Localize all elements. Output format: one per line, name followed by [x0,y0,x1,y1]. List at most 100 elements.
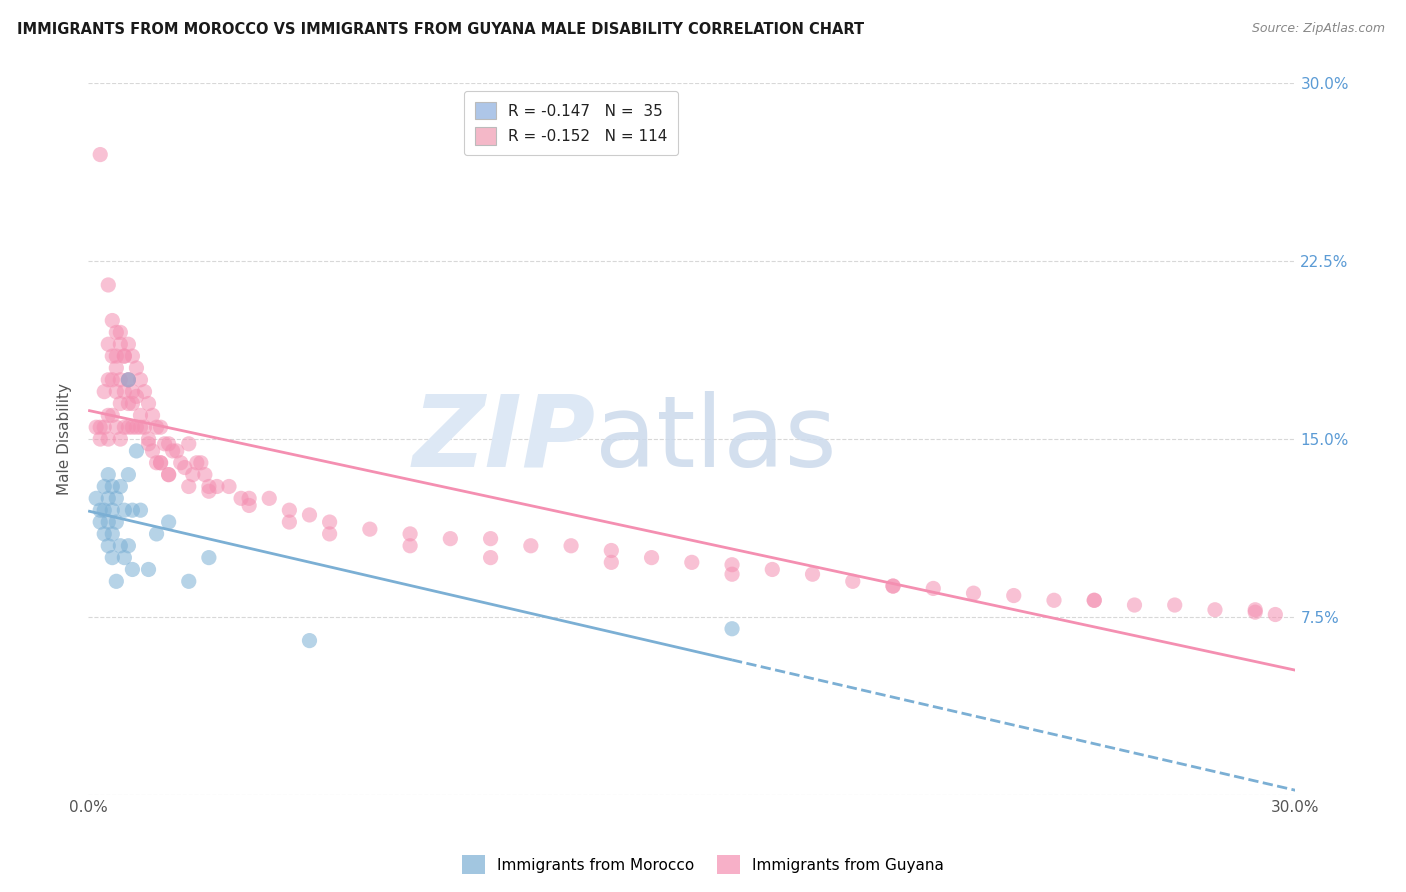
Point [1002,589,1025,603]
Point [298,508,321,522]
Point [105,515,128,529]
Point [439,532,461,546]
Point [101,373,124,387]
Point [721,622,744,636]
Point [238,491,260,506]
Point [97,409,120,423]
Point [138,432,160,446]
Text: Source: ZipAtlas.com: Source: ZipAtlas.com [1251,22,1385,36]
Point [145,420,167,434]
Point [190,456,212,470]
Point [112,420,135,434]
Point [882,579,904,593]
Point [121,349,143,363]
Point [134,384,156,399]
Point [149,456,172,470]
Point [112,384,135,399]
Point [1043,593,1066,607]
Point [84,420,107,434]
Point [110,326,132,340]
Point [721,567,744,582]
Point [238,499,260,513]
Point [560,539,582,553]
Point [105,491,128,506]
Point [157,437,180,451]
Point [181,467,204,482]
Legend: Immigrants from Morocco, Immigrants from Guyana: Immigrants from Morocco, Immigrants from… [456,849,950,880]
Point [157,467,180,482]
Point [89,147,111,161]
Point [117,396,139,410]
Point [157,467,180,482]
Point [101,479,124,493]
Point [278,515,301,529]
Point [138,396,160,410]
Point [117,420,139,434]
Point [1083,593,1105,607]
Point [229,491,252,506]
Point [110,373,132,387]
Point [97,277,120,292]
Point [141,409,163,423]
Point [89,515,111,529]
Point [110,432,132,446]
Point [922,582,945,596]
Point [1164,598,1187,612]
Point [1204,603,1226,617]
Point [218,479,240,493]
Point [93,384,115,399]
Point [121,562,143,576]
Point [105,349,128,363]
Point [125,389,148,403]
Point [117,467,139,482]
Point [97,432,120,446]
Point [145,456,167,470]
Y-axis label: Male Disability: Male Disability [58,383,72,495]
Point [117,337,139,351]
Point [112,503,135,517]
Point [129,503,152,517]
Point [121,503,143,517]
Point [198,484,221,499]
Point [112,349,135,363]
Point [157,515,180,529]
Point [1264,607,1286,622]
Point [479,550,502,565]
Point [1244,605,1267,619]
Point [194,467,217,482]
Point [110,479,132,493]
Text: IMMIGRANTS FROM MOROCCO VS IMMIGRANTS FROM GUYANA MALE DISABILITY CORRELATION CH: IMMIGRANTS FROM MOROCCO VS IMMIGRANTS FR… [17,22,865,37]
Point [1244,603,1267,617]
Point [129,420,152,434]
Point [101,409,124,423]
Point [93,420,115,434]
Point [177,574,200,589]
Point [177,479,200,493]
Point [97,515,120,529]
Point [1083,593,1105,607]
Point [84,491,107,506]
Point [399,527,422,541]
Point [399,539,422,553]
Point [129,373,152,387]
Point [97,467,120,482]
Point [173,460,195,475]
Point [681,555,703,569]
Point [162,444,184,458]
Point [105,420,128,434]
Point [198,479,221,493]
Point [93,527,115,541]
Point [121,420,143,434]
Point [359,522,381,536]
Point [129,409,152,423]
Point [105,326,128,340]
Point [640,550,662,565]
Point [117,373,139,387]
Point [962,586,984,600]
Text: ZIP: ZIP [412,391,595,488]
Point [186,456,208,470]
Point [101,313,124,327]
Point [101,527,124,541]
Point [105,384,128,399]
Point [600,543,623,558]
